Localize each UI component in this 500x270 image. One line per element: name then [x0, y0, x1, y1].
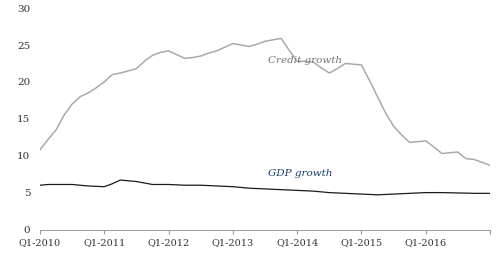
Text: Credit growth: Credit growth — [268, 56, 342, 65]
Text: GDP growth: GDP growth — [268, 169, 332, 178]
